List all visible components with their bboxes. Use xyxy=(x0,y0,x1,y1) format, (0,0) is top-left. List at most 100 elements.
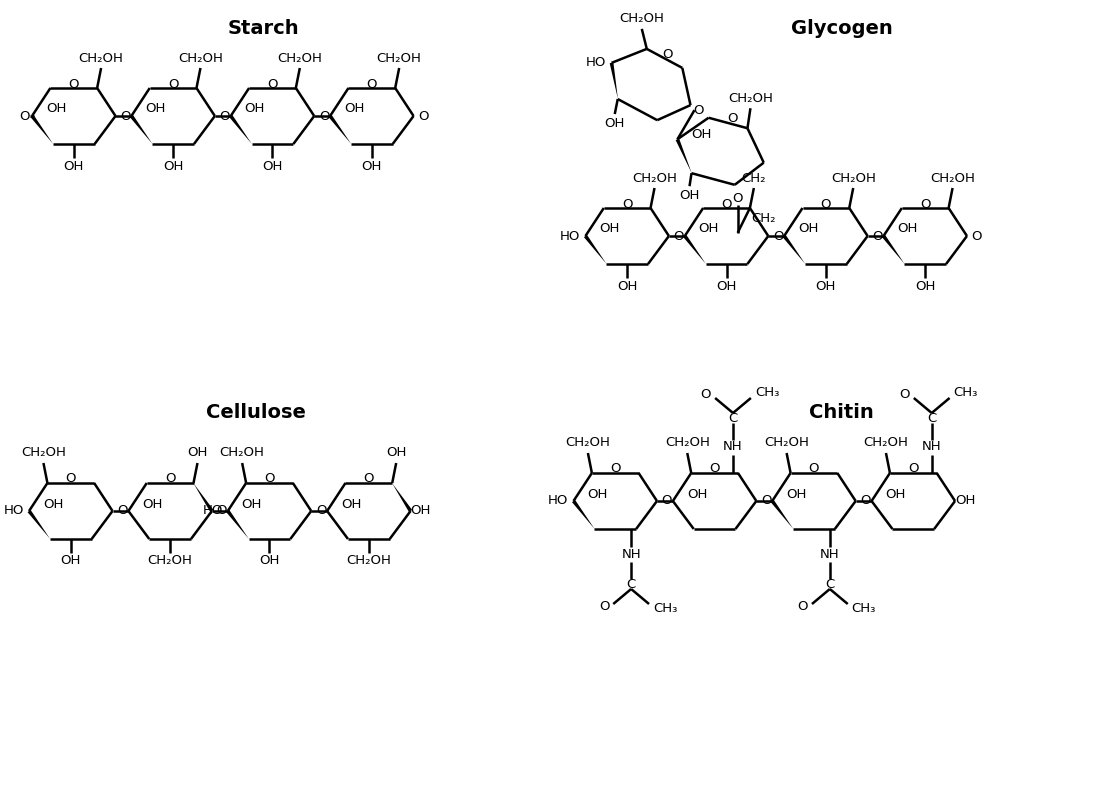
Polygon shape xyxy=(30,115,54,144)
Text: CH₂OH: CH₂OH xyxy=(764,436,809,450)
Text: O: O xyxy=(316,505,327,517)
Text: O: O xyxy=(367,77,377,91)
Text: OH: OH xyxy=(679,189,700,201)
Text: O: O xyxy=(700,388,711,401)
Text: OH: OH xyxy=(915,279,935,292)
Text: OH: OH xyxy=(786,487,806,501)
Text: O: O xyxy=(117,505,128,517)
Text: OH: OH xyxy=(954,494,976,508)
Text: HO: HO xyxy=(560,229,581,243)
Text: OH: OH xyxy=(145,103,166,115)
Text: CH₂OH: CH₂OH xyxy=(220,447,264,459)
Text: OH: OH xyxy=(64,159,84,173)
Text: OH: OH xyxy=(410,505,430,517)
Text: HO: HO xyxy=(586,57,607,69)
Text: OH: OH xyxy=(244,103,265,115)
Text: OH: OH xyxy=(187,447,207,459)
Text: O: O xyxy=(622,197,632,210)
Polygon shape xyxy=(783,235,805,264)
Text: CH₂OH: CH₂OH xyxy=(665,436,710,450)
Text: O: O xyxy=(165,473,175,486)
Text: O: O xyxy=(821,197,831,210)
Text: CH₂OH: CH₂OH xyxy=(565,436,610,450)
Polygon shape xyxy=(770,500,793,529)
Text: OH: OH xyxy=(588,487,608,501)
Text: CH₂OH: CH₂OH xyxy=(632,171,677,185)
Text: O: O xyxy=(319,110,329,123)
Text: OH: OH xyxy=(898,223,918,236)
Text: CH₂OH: CH₂OH xyxy=(930,171,975,185)
Text: OH: OH xyxy=(699,223,719,236)
Text: CH₂OH: CH₂OH xyxy=(21,447,66,459)
Text: Starch: Starch xyxy=(227,18,299,37)
Text: CH₂OH: CH₂OH xyxy=(831,171,875,185)
Text: OH: OH xyxy=(341,498,361,510)
Polygon shape xyxy=(584,235,607,264)
Text: OH: OH xyxy=(60,555,81,568)
Text: CH₂OH: CH₂OH xyxy=(278,52,322,64)
Text: CH₂OH: CH₂OH xyxy=(79,52,124,64)
Text: NH: NH xyxy=(724,440,743,454)
Text: O: O xyxy=(797,600,808,614)
Text: O: O xyxy=(20,110,30,123)
Polygon shape xyxy=(193,483,213,512)
Text: OH: OH xyxy=(691,128,711,141)
Polygon shape xyxy=(610,63,618,99)
Text: C: C xyxy=(627,578,636,591)
Text: OH: OH xyxy=(163,159,183,173)
Text: OH: OH xyxy=(361,159,382,173)
Text: OH: OH xyxy=(885,487,905,501)
Text: OH: OH xyxy=(617,279,638,292)
Text: CH₂OH: CH₂OH xyxy=(728,92,773,105)
Text: O: O xyxy=(762,494,772,508)
Text: HO: HO xyxy=(203,505,223,517)
Text: OH: OH xyxy=(260,555,280,568)
Text: Chitin: Chitin xyxy=(809,404,874,423)
Text: OH: OH xyxy=(345,103,365,115)
Text: CH₂OH: CH₂OH xyxy=(347,555,391,568)
Text: C: C xyxy=(927,412,937,424)
Text: CH₃: CH₃ xyxy=(852,603,876,615)
Text: O: O xyxy=(872,229,883,243)
Text: O: O xyxy=(418,110,429,123)
Text: O: O xyxy=(661,494,672,508)
Text: OH: OH xyxy=(386,447,406,459)
Text: NH: NH xyxy=(820,548,840,561)
Text: OH: OH xyxy=(687,487,707,501)
Text: O: O xyxy=(694,103,704,117)
Text: O: O xyxy=(264,473,274,486)
Text: O: O xyxy=(728,112,738,126)
Text: O: O xyxy=(168,77,178,91)
Text: CH₂: CH₂ xyxy=(741,171,766,185)
Text: C: C xyxy=(825,578,834,591)
Text: O: O xyxy=(721,197,731,210)
Text: O: O xyxy=(599,600,609,614)
Text: CH₃: CH₃ xyxy=(953,387,978,400)
Text: O: O xyxy=(66,473,76,486)
Text: O: O xyxy=(68,77,79,91)
Text: OH: OH xyxy=(262,159,283,173)
Text: CH₃: CH₃ xyxy=(755,387,779,400)
Polygon shape xyxy=(572,500,594,529)
Text: O: O xyxy=(216,505,227,517)
Polygon shape xyxy=(392,483,413,512)
Polygon shape xyxy=(230,115,252,144)
Text: OH: OH xyxy=(46,103,66,115)
Polygon shape xyxy=(129,115,153,144)
Text: NH: NH xyxy=(621,548,641,561)
Text: OH: OH xyxy=(600,223,620,236)
Text: C: C xyxy=(728,412,738,424)
Text: Glycogen: Glycogen xyxy=(791,18,893,37)
Text: O: O xyxy=(900,388,910,401)
Text: OH: OH xyxy=(143,498,163,510)
Text: O: O xyxy=(709,462,720,475)
Text: O: O xyxy=(673,229,685,243)
Text: O: O xyxy=(971,229,982,243)
Text: O: O xyxy=(733,193,743,205)
Text: CH₂OH: CH₂OH xyxy=(178,52,223,64)
Text: CH₂OH: CH₂OH xyxy=(377,52,421,64)
Text: O: O xyxy=(220,110,230,123)
Text: OH: OH xyxy=(242,498,262,510)
Text: OH: OH xyxy=(716,279,737,292)
Text: O: O xyxy=(861,494,871,508)
